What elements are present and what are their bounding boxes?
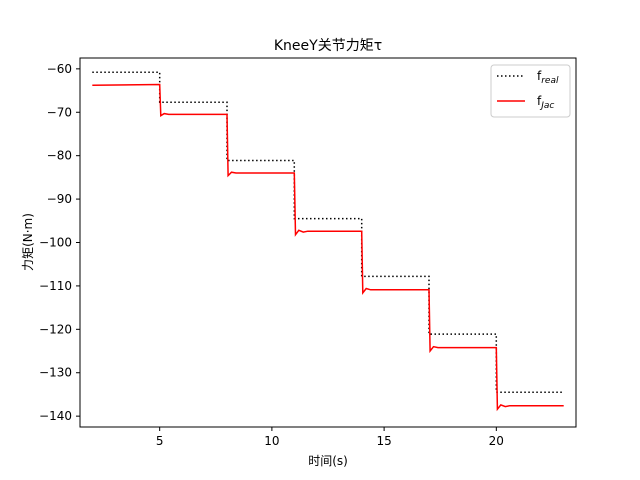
y-tick-label: −130 bbox=[39, 366, 72, 380]
y-tick-label: −120 bbox=[39, 322, 72, 336]
x-tick-label: 20 bbox=[489, 434, 504, 448]
series-line-real bbox=[92, 71, 564, 394]
y-tick-label: −80 bbox=[47, 149, 72, 163]
plot-area bbox=[92, 71, 564, 412]
series-line-jac bbox=[92, 83, 564, 412]
y-axis-label: 力矩(N·m) bbox=[21, 213, 35, 271]
x-tick-label: 15 bbox=[376, 434, 391, 448]
x-tick-label: 10 bbox=[264, 434, 279, 448]
chart-title: KneeY关节力矩τ bbox=[274, 38, 382, 54]
y-tick-label: −60 bbox=[47, 62, 72, 76]
legend-box bbox=[490, 64, 571, 118]
axis-ticks: 5 10 15 20 −60 −70 −80 −90 −100 −110 −120 −130 −140 bbox=[39, 62, 504, 448]
y-tick-label: −140 bbox=[39, 409, 72, 423]
y-tick-label: −110 bbox=[39, 279, 72, 293]
x-tick-label: 5 bbox=[156, 434, 164, 448]
y-tick-label: −100 bbox=[39, 236, 72, 250]
y-tick-label: −90 bbox=[47, 192, 72, 206]
x-axis-label: 时间(s) bbox=[308, 454, 348, 468]
y-tick-label: −70 bbox=[47, 105, 72, 119]
